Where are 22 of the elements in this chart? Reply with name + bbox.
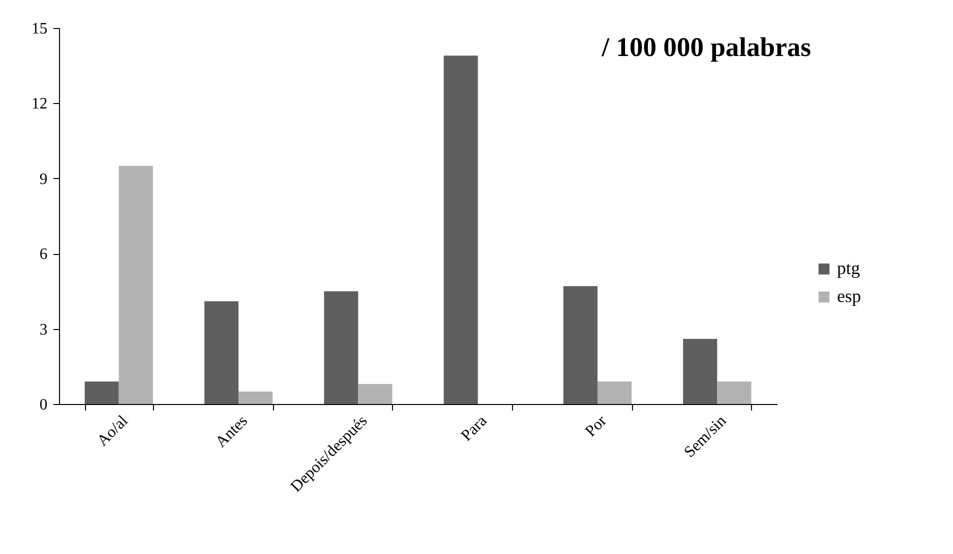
bar	[84, 381, 119, 404]
bar	[358, 384, 392, 404]
x-tick-label: Para	[458, 412, 490, 445]
bar	[118, 166, 153, 404]
y-tick-label: 15	[32, 20, 48, 38]
bar	[717, 381, 752, 404]
bar	[563, 286, 598, 404]
y-tick-label: 3	[40, 321, 48, 338]
bar	[683, 338, 718, 404]
chart-title: / 100 000 palabras	[600, 32, 811, 62]
y-tick-label: 12	[32, 96, 48, 113]
legend-label: ptg	[837, 258, 860, 278]
x-tick-label: Por	[582, 412, 610, 440]
bar	[204, 301, 238, 404]
bar	[444, 56, 478, 404]
y-tick-label: 6	[40, 246, 48, 264]
bar	[324, 291, 358, 404]
bar	[238, 391, 273, 404]
legend-label: esp	[837, 286, 861, 306]
bar	[598, 381, 632, 404]
y-tick-label: 0	[40, 396, 48, 414]
y-tick-label: 9	[40, 170, 48, 188]
